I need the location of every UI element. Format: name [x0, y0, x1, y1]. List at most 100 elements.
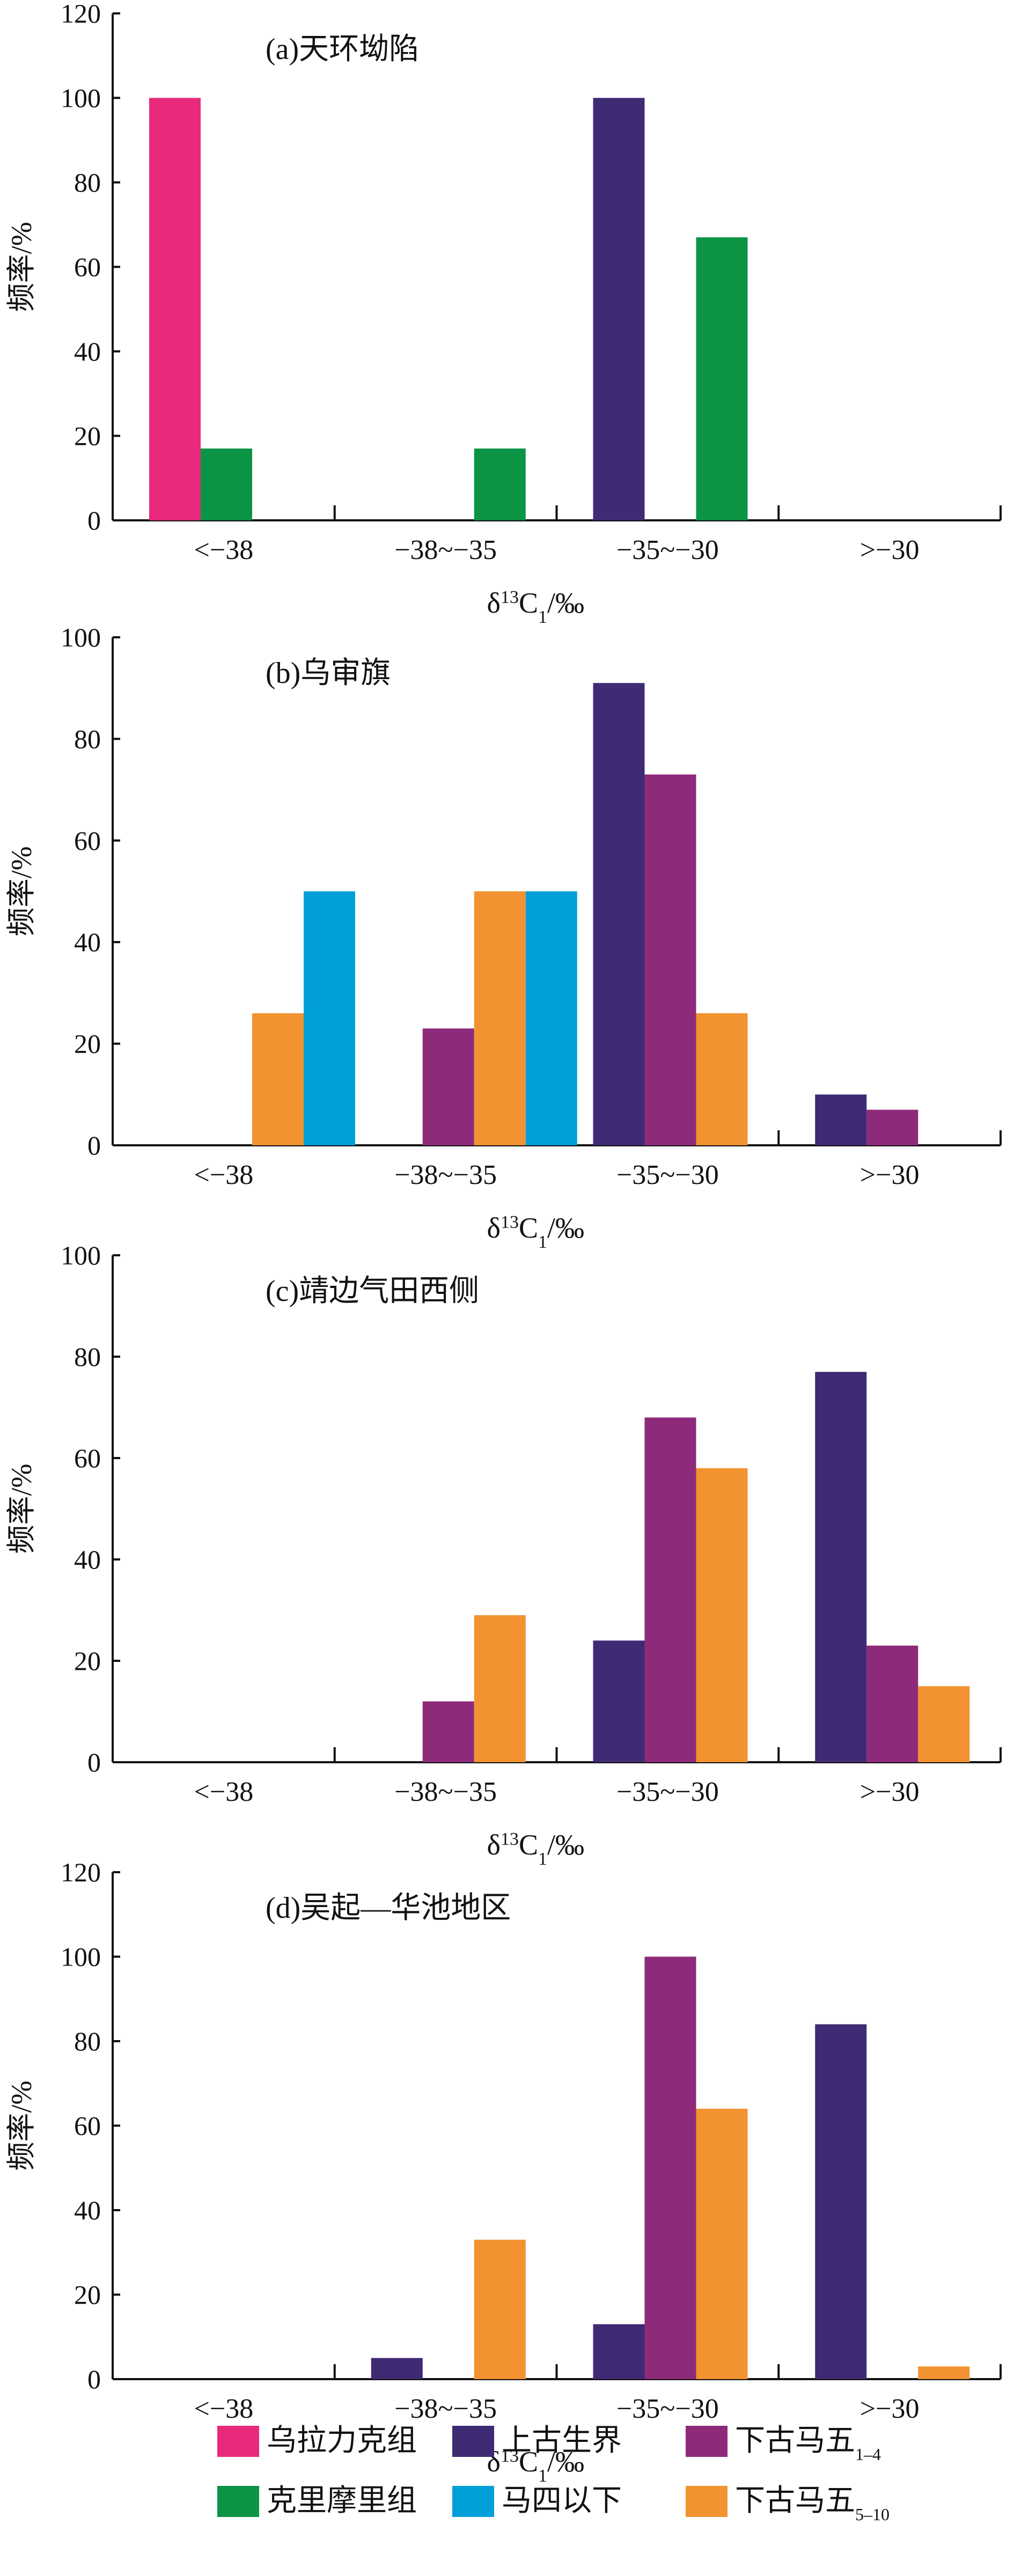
y-tick-label: 100	[61, 1942, 101, 1972]
y-tick-label: 0	[87, 505, 101, 535]
x-tick-label: >−30	[860, 535, 920, 565]
bar-xiagu510-2	[696, 1468, 748, 1762]
bar-xiagu510-1	[474, 2240, 526, 2379]
legend-swatch-kelimoli	[217, 2486, 259, 2517]
x-tick-label: >−30	[860, 1160, 920, 1190]
y-tick-label: 80	[74, 167, 101, 197]
y-tick-label: 100	[61, 1240, 101, 1270]
bar-xiagu510-2	[696, 2109, 748, 2379]
bar-xiagu510-3	[918, 1686, 970, 1762]
legend-swatch-masi	[452, 2486, 494, 2517]
panel-title: (d)吴起—华池地区	[266, 1891, 511, 1925]
bar-xiagu14-3	[866, 1645, 919, 1762]
bar-xiagu14-3	[866, 1109, 919, 1145]
x-tick-label: −38~−35	[394, 1777, 497, 1807]
x-tick-label: −35~−30	[616, 2394, 719, 2424]
chart-panel-c: 0 20 40 60 80 100 <−38 −38~−35 −35~−30 >−30 (c)靖边气…	[5, 1240, 1002, 1869]
bar-wulali-0	[149, 98, 201, 520]
bar-kelimoli-2	[696, 237, 748, 520]
bar-xiagu510-1	[474, 1615, 526, 1762]
legend-label-masi: 马四以下	[502, 2484, 622, 2518]
legend-label-kelimoli: 克里摩里组	[267, 2484, 417, 2518]
y-tick-label: 20	[74, 421, 101, 451]
bar-masi-0	[304, 891, 355, 1145]
x-tick-label: −35~−30	[616, 1160, 719, 1190]
x-axis-title: δ13C1/‰	[487, 2446, 585, 2486]
bar-shanggu-1	[371, 2358, 423, 2379]
x-tick-label: −38~−35	[394, 2394, 497, 2424]
y-axis-title: 频率/%	[5, 1464, 38, 1554]
y-axis-title: 频率/%	[5, 2081, 38, 2171]
legend-swatch-xiagu14	[686, 2426, 728, 2457]
y-tick-label: 20	[74, 2280, 101, 2310]
bar-shanggu-3	[815, 2024, 867, 2379]
bar-shanggu-3	[815, 1372, 867, 1762]
x-tick-label: <−38	[194, 1777, 254, 1807]
legend-label-xiagu510: 下古马五5–10	[735, 2484, 890, 2524]
panel-title: (a)天环坳陷	[266, 33, 419, 66]
y-tick-label: 60	[74, 252, 101, 282]
y-tick-label: 0	[87, 1130, 101, 1160]
y-tick-label: 60	[74, 1443, 101, 1473]
legend-label-wulali: 乌拉力克组	[267, 2424, 417, 2457]
y-tick-label: 40	[74, 927, 101, 957]
bar-shanggu-3	[815, 1094, 867, 1145]
chart-panel-d: 0 20 40 60 80 100 120 <−38 −38~−35 −35~−30 >−30 (d)…	[5, 1857, 1002, 2486]
bar-xiagu510-3	[918, 2366, 970, 2379]
y-tick-label: 20	[74, 1646, 101, 1676]
bar-kelimoli-1	[474, 448, 526, 520]
bar-xiagu14-2	[644, 1956, 696, 2379]
bar-xiagu510-1	[474, 891, 526, 1145]
legend-label-xiagu14: 下古马五1–4	[735, 2424, 881, 2464]
bar-xiagu14-2	[644, 774, 696, 1145]
legend-swatch-wulali	[217, 2426, 259, 2457]
panel-title: (b)乌审旗	[266, 657, 391, 690]
bar-xiagu14-1	[422, 1028, 474, 1145]
y-tick-label: 40	[74, 2195, 101, 2225]
x-tick-label: −35~−30	[616, 535, 719, 565]
y-tick-label: 80	[74, 1342, 101, 1372]
y-axis-title: 频率/%	[5, 222, 38, 312]
x-tick-label: <−38	[194, 535, 254, 565]
x-tick-label: >−30	[860, 2394, 920, 2424]
y-tick-label: 80	[74, 724, 101, 754]
bar-xiagu510-2	[696, 1013, 748, 1145]
y-tick-label: 20	[74, 1029, 101, 1059]
bar-shanggu-2	[593, 683, 645, 1145]
legend-swatch-xiagu510	[686, 2486, 728, 2517]
legend: 乌拉力克组 上古生界 下古马五1–4 克里摩里组 马四以下 下古马五5–10	[217, 2424, 890, 2524]
legend-swatch-shanggu	[452, 2426, 494, 2457]
bar-shanggu-2	[593, 2324, 645, 2379]
bar-kelimoli-0	[201, 448, 252, 520]
y-tick-label: 40	[74, 336, 101, 366]
panel-title: (c)靖边气田西侧	[266, 1275, 479, 1308]
legend-label-shanggu: 上古生界	[502, 2424, 622, 2457]
bar-shanggu-2	[593, 98, 645, 520]
chart-panel-b: 0 20 40 60 80 100 <−38 −38~−35 −35~−30 >−30 (b)乌审旗…	[5, 622, 1002, 1252]
x-tick-label: −38~−35	[394, 1160, 497, 1190]
x-axis-title: δ13C1/‰	[487, 587, 585, 627]
y-tick-label: 0	[87, 2364, 101, 2394]
x-tick-label: <−38	[194, 2394, 254, 2424]
x-tick-label: <−38	[194, 1160, 254, 1190]
y-tick-label: 80	[74, 2026, 101, 2056]
bar-shanggu-2	[593, 1640, 645, 1762]
x-tick-label: −35~−30	[616, 1777, 719, 1807]
bar-xiagu14-1	[422, 1701, 474, 1762]
y-tick-label: 120	[61, 0, 101, 28]
bar-xiagu510-0	[252, 1013, 304, 1145]
x-axis-title: δ13C1/‰	[487, 1212, 585, 1252]
bar-masi-1	[525, 891, 577, 1145]
x-tick-label: −38~−35	[394, 535, 497, 565]
y-axis-title: 频率/%	[5, 847, 38, 937]
x-tick-label: >−30	[860, 1777, 920, 1807]
y-tick-label: 60	[74, 2111, 101, 2141]
y-tick-label: 60	[74, 826, 101, 856]
y-tick-label: 40	[74, 1544, 101, 1574]
x-axis-title: δ13C1/‰	[487, 1829, 585, 1869]
bar-xiagu14-2	[644, 1417, 696, 1762]
y-tick-label: 0	[87, 1747, 101, 1777]
y-tick-label: 100	[61, 622, 101, 652]
y-tick-label: 100	[61, 83, 101, 113]
